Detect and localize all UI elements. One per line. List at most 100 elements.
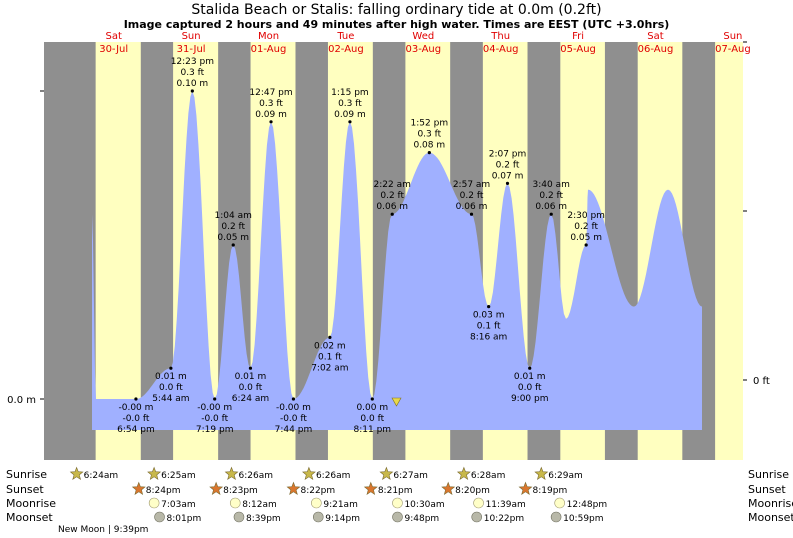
- sunrise-time: 6:25am: [161, 471, 196, 481]
- tide-time-label: 12:23 pm: [171, 57, 214, 67]
- left-axis-zero-label: 0.0 m: [7, 395, 36, 406]
- tide-point: [549, 212, 553, 216]
- day-date-label: 07-Aug: [715, 44, 751, 55]
- tide-time-label: 7:02 am: [311, 363, 348, 373]
- tide-time-label: 7:19 pm: [196, 425, 234, 435]
- tide-ft-label: -0.0 ft: [122, 414, 149, 424]
- tide-m-label: -0.00 m: [118, 403, 153, 413]
- sunrise-time: 6:26am: [239, 471, 273, 481]
- tide-point: [248, 366, 253, 370]
- day-name-label: Wed: [412, 31, 434, 42]
- moonrise-icon: [473, 497, 484, 509]
- day-name-label: Tue: [336, 31, 354, 42]
- moonset-icon: [550, 511, 562, 523]
- moonrise-time: 10:30am: [404, 500, 444, 510]
- tide-ft-label: 0.2 ft: [460, 191, 484, 201]
- moonrise-row-label-right: Moonrise: [748, 497, 793, 510]
- tide-time-label: 2:57 am: [453, 180, 490, 190]
- sunset-icon: [441, 481, 456, 495]
- tide-time-label: 6:54 pm: [117, 425, 155, 435]
- tide-point: [291, 397, 296, 401]
- moonset-row-label-left: Moonset: [6, 511, 53, 524]
- day-name-label: Sun: [182, 31, 201, 42]
- day-name-label: Mon: [258, 31, 279, 42]
- tide-ft-label: 0.1 ft: [477, 322, 501, 332]
- tide-time-label: 6:24 am: [232, 394, 269, 404]
- sunset-icon: [363, 481, 378, 495]
- tide-ft-label: -0.0 ft: [201, 414, 228, 424]
- sunset-time: 8:24pm: [146, 486, 181, 496]
- moonset-icon: [392, 511, 403, 523]
- sunrise-icon: [69, 466, 84, 480]
- right-axis-zero-label: 0 ft: [753, 376, 770, 387]
- day-date-label: 02-Aug: [328, 44, 364, 55]
- day-date-label: 03-Aug: [405, 44, 441, 55]
- tide-time-label: 1:52 pm: [411, 119, 449, 129]
- tide-time-label: 2:30 pm: [567, 211, 605, 221]
- tide-m-label: 0.06 m: [376, 202, 408, 212]
- sunrise-icon: [302, 466, 316, 480]
- day-name-label: Fri: [572, 31, 584, 42]
- daylight-band: [95, 42, 141, 460]
- tide-ft-label: 0.2 ft: [539, 191, 563, 201]
- tide-point: [190, 89, 194, 93]
- moonrise-time: 8:12am: [242, 500, 277, 510]
- tide-time-label: 7:44 pm: [275, 425, 313, 435]
- tide-point: [231, 243, 235, 247]
- tide-m-label: 0.07 m: [492, 171, 524, 181]
- day-date-label: 01-Aug: [251, 44, 287, 55]
- sunset-time: 8:22pm: [300, 486, 335, 496]
- sunset-icon: [131, 481, 146, 495]
- tide-m-label: 0.00 m: [356, 403, 388, 413]
- sunrise-icon: [456, 466, 471, 480]
- tide-m-label: 0.01 m: [155, 372, 187, 382]
- tide-point: [427, 151, 431, 155]
- tide-point: [169, 366, 173, 370]
- tide-time-label: 3:40 am: [533, 180, 570, 190]
- tide-point: [213, 397, 217, 401]
- tide-ft-label: 0.3 ft: [338, 99, 362, 109]
- tide-m-label: 0.10 m: [177, 79, 209, 89]
- tide-point: [584, 243, 588, 247]
- tide-point: [134, 397, 138, 401]
- tide-point: [505, 181, 510, 185]
- day-name-label: Sat: [647, 31, 663, 42]
- chart-subtitle: Image captured 2 hours and 49 minutes af…: [123, 18, 670, 31]
- tide-point: [390, 212, 394, 216]
- tide-time-label: 8:11 pm: [354, 425, 392, 435]
- moonset-icon: [154, 511, 165, 523]
- now-marker: [391, 397, 402, 407]
- tide-ft-label: 0.2 ft: [380, 191, 404, 201]
- tide-point: [370, 397, 374, 401]
- chart-title: Stalida Beach or Stalis: falling ordinar…: [191, 2, 602, 18]
- sunset-row-label-left: Sunset: [6, 483, 44, 496]
- tide-time-label: 12:47 pm: [249, 88, 292, 98]
- day-name-label: Sun: [723, 31, 742, 42]
- moonset-time: 10:22pm: [484, 514, 524, 524]
- tide-ft-label: 0.0 ft: [239, 383, 263, 393]
- tide-ft-label: 0.0 ft: [518, 383, 542, 393]
- tide-time-label: 8:16 am: [470, 333, 507, 343]
- moonset-icon: [312, 511, 324, 523]
- sunset-time: 8:21pm: [378, 486, 413, 496]
- tide-point: [469, 212, 474, 216]
- tide-point: [328, 335, 332, 339]
- moonset-row-label-right: Moonset: [748, 511, 793, 524]
- tide-ft-label: 0.3 ft: [259, 99, 283, 109]
- tide-ft-label: 0.0 ft: [159, 383, 183, 393]
- moonrise-time: 11:39am: [486, 500, 526, 510]
- day-name-label: Thu: [490, 31, 510, 42]
- tide-time-label: 2:07 pm: [489, 149, 527, 159]
- sunset-time: 8:20pm: [455, 486, 490, 496]
- daylight-band: [715, 42, 743, 460]
- day-date-label: 04-Aug: [483, 44, 519, 55]
- moonset-time: 9:14pm: [325, 514, 360, 524]
- tide-ft-label: 0.2 ft: [221, 222, 245, 232]
- tide-m-label: 0.05 m: [217, 233, 249, 243]
- sunrise-time: 6:29am: [548, 471, 583, 481]
- tide-m-label: 0.06 m: [456, 202, 488, 212]
- tide-ft-label: 0.3 ft: [417, 130, 441, 140]
- moonset-time: 8:01pm: [167, 514, 202, 524]
- tide-ft-label: 0.2 ft: [574, 222, 598, 232]
- sunrise-time: 6:26am: [316, 471, 351, 481]
